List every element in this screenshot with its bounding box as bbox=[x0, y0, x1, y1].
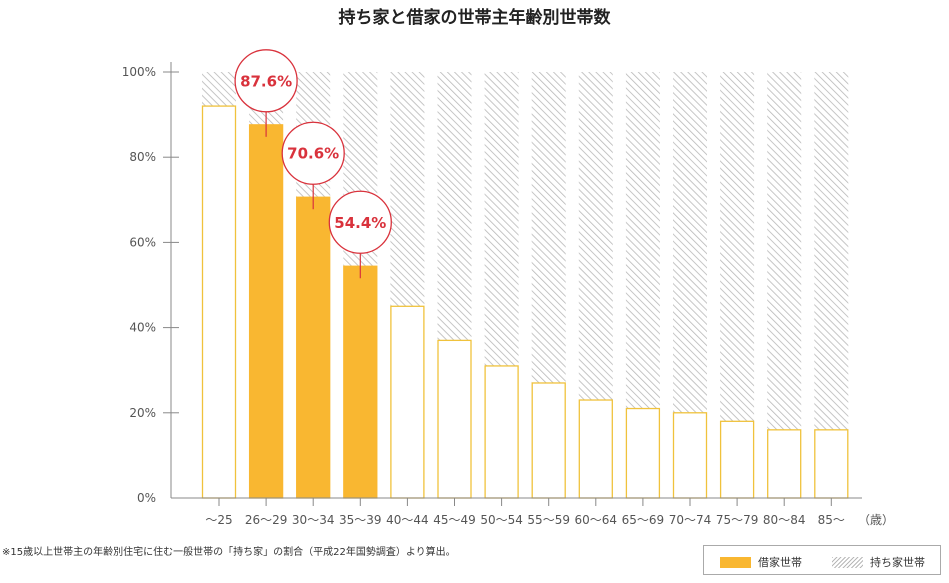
axes-group: ～25 26～29 30～34 35～39 40～44 45～49 50～54 55～59 60… bbox=[122, 62, 894, 527]
bar-rent-5 bbox=[437, 339, 472, 499]
bar-rent-1 bbox=[248, 124, 284, 499]
callouts-group: 87.6% 70.6% 54.4% bbox=[234, 49, 392, 279]
legend: 借家世帯 持ち家世帯 bbox=[703, 545, 941, 575]
bar-rent-6 bbox=[484, 365, 519, 499]
bar-rent-10 bbox=[672, 412, 708, 499]
x-tick-label-12: 80～84 bbox=[763, 513, 806, 527]
y-tick-label-5: 100% bbox=[122, 65, 156, 79]
bar-owner-4 bbox=[390, 72, 425, 307]
x-tick-label-2: 30～34 bbox=[292, 513, 335, 527]
bar-owner-11 bbox=[720, 72, 755, 422]
bar-rent-8 bbox=[578, 399, 613, 499]
x-tick-label-8: 60～64 bbox=[575, 513, 618, 527]
callout-label-2: 70.6% bbox=[287, 145, 339, 163]
x-tick-label-1: 26～29 bbox=[245, 513, 288, 527]
chart-title: 持ち家と借家の世帯主年齢別世帯数 bbox=[338, 8, 611, 28]
bars-group bbox=[201, 72, 849, 499]
callout-label-1: 87.6% bbox=[240, 72, 292, 90]
bar-owner-7 bbox=[531, 72, 566, 383]
x-tick-label-6: 50～54 bbox=[480, 513, 523, 527]
callout-circle-1 bbox=[234, 49, 298, 113]
bar-rent-4 bbox=[390, 305, 425, 499]
bar-rent-7 bbox=[531, 382, 566, 499]
x-tick-label-10: 70～74 bbox=[669, 513, 712, 527]
y-tick-label-4: 80% bbox=[129, 150, 156, 164]
x-tick-label-11: 75～79 bbox=[716, 513, 759, 527]
bar-rent-2 bbox=[296, 196, 331, 499]
legend-item-own: 持ち家世帯 bbox=[832, 554, 925, 570]
legend-label-rent: 借家世帯 bbox=[758, 556, 802, 569]
bar-owner-9 bbox=[625, 72, 660, 409]
x-tick-label-7: 55～59 bbox=[527, 513, 570, 527]
bar-owner-10 bbox=[673, 72, 707, 413]
legend-item-rent: 借家世帯 bbox=[720, 554, 802, 570]
callout-circle-3 bbox=[328, 190, 392, 254]
bar-rent-0 bbox=[201, 105, 237, 499]
x-tick-label-4: 40～44 bbox=[386, 513, 429, 527]
callout-label-3: 54.4% bbox=[334, 214, 386, 232]
footnote: ※15歳以上世帯主の年齢別住宅に住む一般世帯の「持ち家」の割合（平成22年国勢調… bbox=[2, 547, 456, 558]
x-tick-label-0: ～25 bbox=[205, 513, 232, 527]
y-tick-label-1: 20% bbox=[129, 406, 156, 420]
bar-owner-13 bbox=[814, 72, 849, 430]
bar-rent-13 bbox=[814, 429, 849, 499]
legend-swatch-rent bbox=[720, 556, 751, 568]
bar-owner-12 bbox=[767, 72, 802, 430]
x-tick-label-3: 35～39 bbox=[339, 513, 382, 527]
x-tick-label-5: 45～49 bbox=[433, 513, 476, 527]
bar-rent-3 bbox=[343, 265, 378, 499]
x-unit-label: （歳） bbox=[858, 513, 894, 527]
bar-owner-5 bbox=[437, 72, 472, 341]
x-tick-label-13: 85～ bbox=[818, 513, 845, 527]
bar-owner-6 bbox=[484, 72, 519, 366]
legend-swatch-own bbox=[832, 556, 863, 568]
callout-circle-2 bbox=[281, 121, 345, 185]
bar-rent-11 bbox=[719, 420, 755, 499]
y-tick-label-0: 0% bbox=[137, 491, 156, 505]
bar-owner-0 bbox=[202, 72, 236, 107]
legend-label-own: 持ち家世帯 bbox=[870, 556, 925, 569]
bar-owner-8 bbox=[578, 72, 613, 401]
bar-rent-9 bbox=[625, 407, 661, 499]
x-tick-label-9: 65～69 bbox=[622, 513, 665, 527]
y-tick-label-3: 60% bbox=[129, 235, 156, 249]
bar-rent-12 bbox=[767, 429, 802, 499]
y-tick-label-2: 40% bbox=[129, 321, 156, 335]
